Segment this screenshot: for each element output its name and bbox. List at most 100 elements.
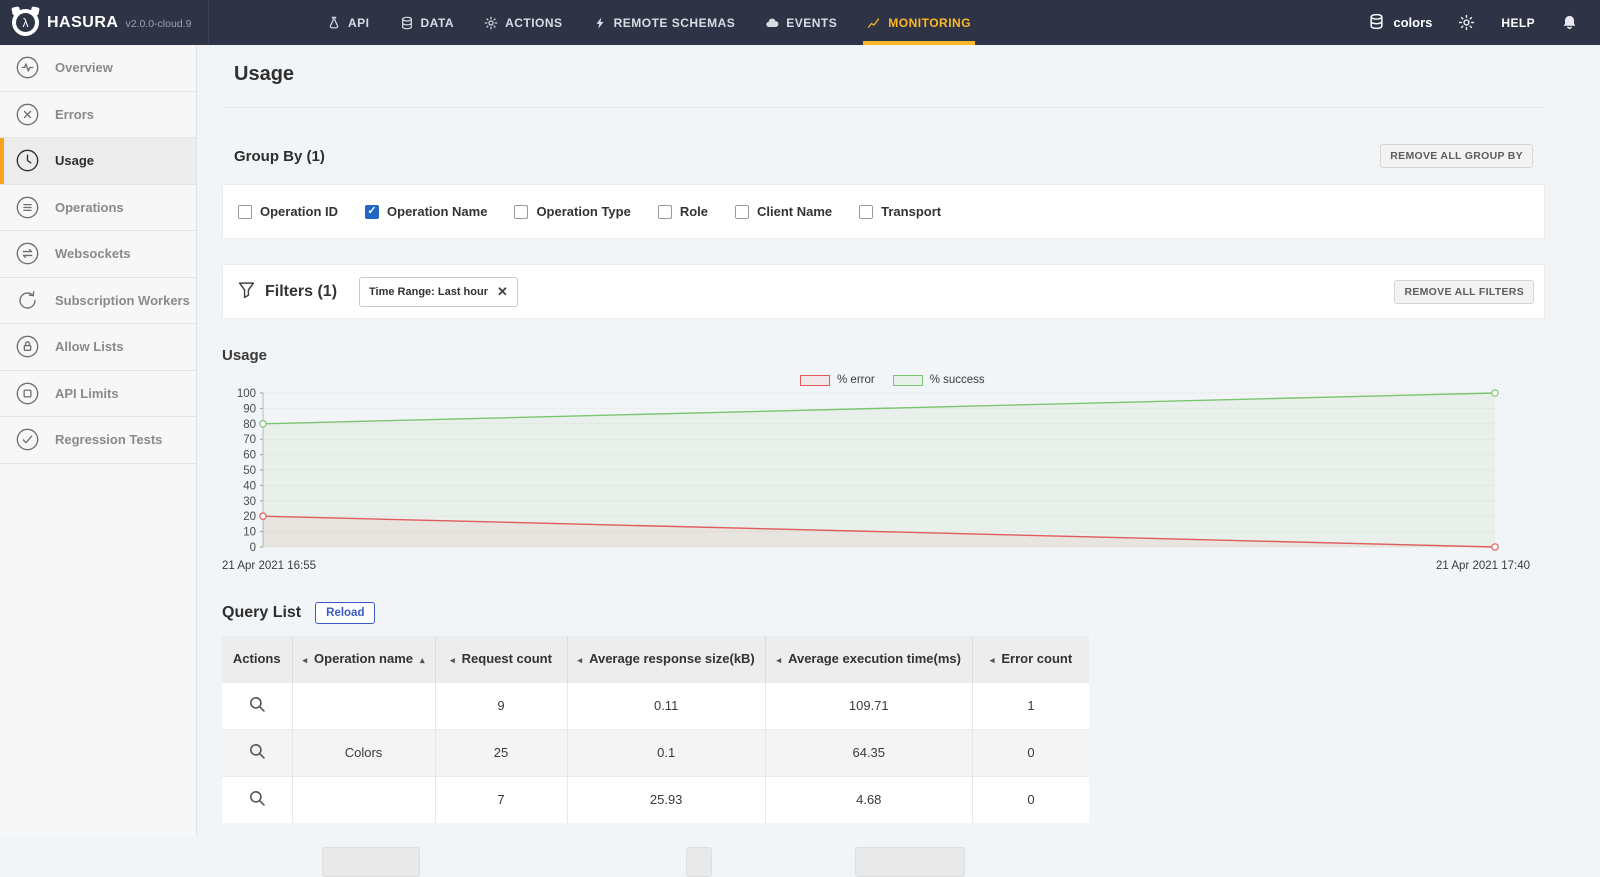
main-content: Usage Group By (1) REMOVE ALL GROUP BY O… (197, 45, 1600, 877)
topnav-item-remote-schemas[interactable]: REMOTE SCHEMAS (593, 0, 736, 45)
topnav-label: API (348, 15, 370, 30)
column-handle-icon[interactable]: ◂ (450, 655, 455, 666)
chart-x-axis-labels: 21 Apr 2021 16:55 21 Apr 2021 17:40 (222, 560, 1530, 572)
sidebar-item-subscription-workers[interactable]: Subscription Workers (0, 278, 196, 324)
project-selector[interactable]: colors (1368, 13, 1432, 33)
column-handle-icon[interactable]: ◂ (776, 655, 782, 666)
sidebar-item-api-limits[interactable]: API Limits (0, 371, 196, 417)
column-header-average-response-size-kb-[interactable]: ◂ Average response size(kB) (567, 636, 766, 682)
checkbox[interactable] (735, 204, 749, 219)
chart-section-title: Usage (222, 347, 268, 364)
cell-avg-execution-time: 109.71 (765, 681, 973, 729)
database-icon (1368, 13, 1385, 33)
topbar-right: colors HELP (1368, 13, 1600, 33)
table-header-row: Actions ◂ Operation name ▴ ◂ Request count ◂ Av… (222, 636, 1090, 682)
checkbox[interactable] (238, 204, 252, 219)
cell-request-count: 7 (435, 775, 568, 823)
pagination-page-select[interactable] (686, 847, 712, 877)
group-by-option-operation-type[interactable]: Operation Type (514, 204, 631, 219)
title-divider (222, 107, 1545, 108)
pagination-previous-button[interactable] (322, 847, 420, 877)
column-handle-icon[interactable]: ◂ (989, 655, 995, 666)
sidebar-item-websockets[interactable]: Websockets (0, 231, 196, 278)
svg-text:0: 0 (250, 542, 256, 553)
group-by-option-operation-id[interactable]: Operation ID (238, 204, 338, 219)
topnav-item-data[interactable]: DATA (400, 0, 455, 45)
database-icon (400, 16, 414, 30)
filters-title: Filters (1) (265, 282, 338, 300)
column-handle-icon[interactable]: ◂ (302, 655, 308, 666)
inspect-row-cell (222, 775, 293, 823)
group-by-option-operation-name[interactable]: ✓ Operation Name (365, 204, 487, 219)
sidebar-item-usage[interactable]: Usage (0, 138, 196, 185)
cell-error-count: 1 (972, 681, 1090, 729)
checkbox-checked[interactable]: ✓ (365, 204, 380, 219)
group-by-option-client-name[interactable]: Client Name (735, 204, 832, 219)
group-by-option-transport[interactable]: Transport (859, 204, 941, 219)
settings-gear-icon[interactable] (1458, 14, 1475, 31)
sidebar-item-label: Subscription Workers (55, 292, 190, 308)
sidebar-item-label: API Limits (55, 385, 119, 401)
sidebar-item-label: Usage (55, 153, 95, 169)
top-nav-menu: API DATA ACTIONS REMOTE SCHEMAS EVENTS MONITO… (327, 0, 975, 45)
notifications-bell-icon[interactable] (1561, 14, 1578, 31)
column-header-request-count[interactable]: ◂ Request count (435, 636, 568, 682)
sidebar-item-errors[interactable]: Errors (0, 92, 196, 138)
sidebar-item-allow-lists[interactable]: Allow Lists (0, 324, 196, 371)
topnav-item-monitoring[interactable]: MONITORING (863, 0, 975, 45)
column-header-operation-name[interactable]: ◂ Operation name ▴ (292, 636, 436, 682)
brand-name: HASURA (47, 13, 119, 31)
checkbox[interactable] (859, 204, 874, 219)
column-label: Error count (1001, 651, 1073, 667)
remove-all-group-by-button[interactable]: REMOVE ALL GROUP BY (1380, 144, 1533, 168)
sidebar-item-label: Errors (55, 106, 95, 122)
filter-chip-label: Time Range: Last hour (369, 285, 488, 298)
bolt-icon (593, 16, 607, 30)
time-range-filter-chip[interactable]: Time Range: Last hour ✕ (359, 276, 518, 307)
magnifier-icon[interactable] (248, 695, 266, 713)
column-handle-icon[interactable]: ◂ (577, 655, 583, 666)
cell-avg-response-size: 0.1 (567, 728, 766, 776)
remove-filter-icon[interactable]: ✕ (497, 283, 508, 299)
group-by-options: Operation ID ✓ Operation Name Operation Typ… (223, 204, 941, 219)
help-link[interactable]: HELP (1501, 15, 1535, 30)
pagination-next-button[interactable] (855, 847, 965, 877)
checkbox-label: Transport (881, 204, 942, 219)
x-axis-label-end: 21 Apr 2021 17:40 (1436, 560, 1530, 572)
filters-panel: Filters (1) Time Range: Last hour ✕ REMO… (222, 264, 1545, 319)
magnifier-icon[interactable] (248, 742, 266, 760)
svg-text:30: 30 (243, 496, 256, 508)
pagination (222, 823, 1545, 877)
column-header-actions[interactable]: Actions (222, 636, 293, 682)
group-by-panel: Operation ID ✓ Operation Name Operation Typ… (222, 184, 1545, 239)
project-name: colors (1393, 15, 1433, 30)
remove-all-filters-button[interactable]: REMOVE ALL FILTERS (1394, 279, 1534, 304)
checkbox-label: Client Name (757, 204, 833, 219)
x-axis-label-start: 21 Apr 2021 16:55 (222, 560, 316, 572)
square-icon (15, 381, 40, 406)
column-label: Operation name (314, 651, 413, 667)
sidebar-item-label: Allow Lists (55, 339, 124, 355)
topnav-item-actions[interactable]: ACTIONS (484, 0, 563, 45)
list-icon (15, 195, 40, 220)
svg-text:40: 40 (243, 480, 256, 492)
check-icon (15, 427, 40, 452)
cell-operation-name (292, 681, 436, 729)
cell-error-count: 0 (972, 728, 1090, 776)
arrows-icon (15, 241, 40, 266)
checkbox[interactable] (514, 204, 529, 219)
sidebar-item-regression-tests[interactable]: Regression Tests (0, 417, 196, 464)
column-header-error-count[interactable]: ◂ Error count (972, 636, 1090, 682)
magnifier-icon[interactable] (248, 789, 266, 807)
group-by-option-role[interactable]: Role (657, 204, 708, 219)
sidebar-item-overview[interactable]: Overview (0, 45, 196, 92)
topnav-item-api[interactable]: API (327, 0, 370, 45)
sidebar-item-operations[interactable]: Operations (0, 185, 196, 231)
svg-text:60: 60 (243, 450, 256, 462)
checkbox[interactable] (657, 204, 672, 219)
column-header-average-execution-time-ms-[interactable]: ◂ Average execution time(ms) (765, 636, 973, 682)
inspect-row-cell (222, 728, 293, 776)
topnav-item-events[interactable]: EVENTS (765, 0, 837, 45)
cell-error-count: 0 (972, 775, 1090, 823)
reload-button[interactable]: Reload (315, 602, 376, 624)
